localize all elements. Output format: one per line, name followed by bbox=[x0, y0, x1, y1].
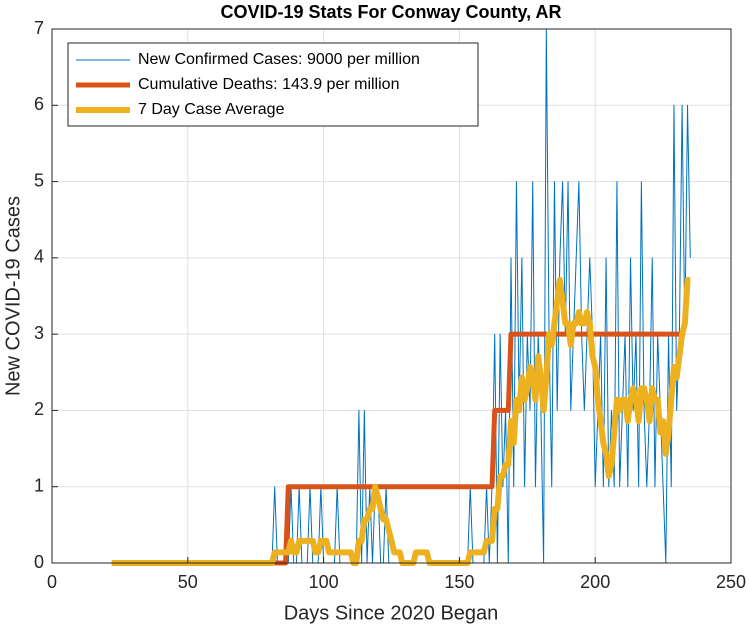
y-axis-label: New COVID-19 Cases bbox=[2, 196, 24, 396]
y-tick-label: 7 bbox=[34, 18, 44, 38]
legend-label: Cumulative Deaths: 143.9 per million bbox=[138, 76, 399, 93]
legend-label: 7 Day Case Average bbox=[138, 101, 285, 118]
y-tick-label: 1 bbox=[34, 475, 44, 495]
y-tick-label: 4 bbox=[34, 247, 44, 267]
x-tick-label: 150 bbox=[444, 572, 474, 592]
legend-box bbox=[67, 42, 479, 127]
legend-label: New Confirmed Cases: 9000 per million bbox=[138, 51, 420, 68]
x-tick-label: 50 bbox=[178, 572, 198, 592]
y-tick-label: 3 bbox=[34, 323, 44, 343]
y-tick-label: 0 bbox=[34, 552, 44, 572]
y-tick-label: 5 bbox=[34, 170, 44, 190]
y-tick-label: 6 bbox=[34, 94, 44, 114]
x-tick-label: 200 bbox=[580, 572, 610, 592]
x-tick-label: 250 bbox=[716, 572, 746, 592]
ticks: 0 1 2 3 4 5 6 7 0 50 100 150 200 250 bbox=[34, 18, 746, 592]
legend: New Confirmed Cases: 9000 per million Cum… bbox=[67, 42, 479, 127]
x-tick-label: 100 bbox=[309, 572, 339, 592]
axes-box bbox=[51, 28, 732, 564]
x-axis-label: Days Since 2020 Began bbox=[284, 602, 499, 624]
chart-title: COVID-19 Stats For Conway County, AR bbox=[220, 2, 561, 22]
x-tick-label: 0 bbox=[47, 572, 57, 592]
y-tick-label: 2 bbox=[34, 399, 44, 419]
